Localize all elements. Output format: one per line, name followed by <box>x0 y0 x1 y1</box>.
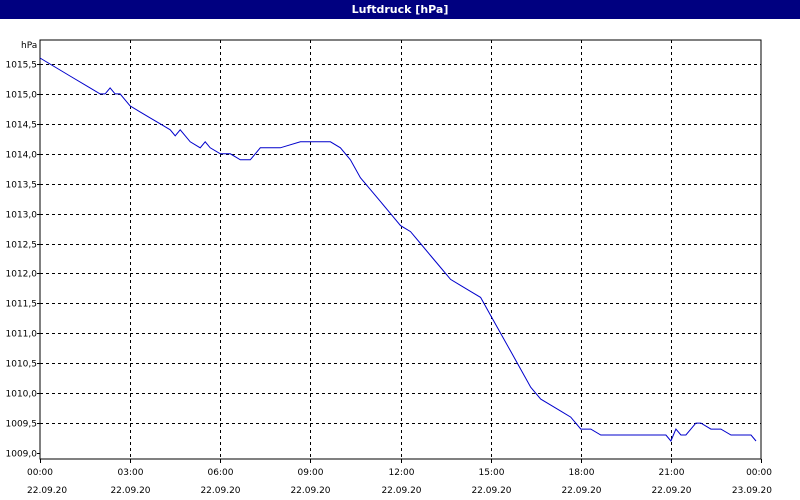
plot-area <box>39 39 762 460</box>
y-tick-label: 1015,0 <box>6 91 38 101</box>
y-tick-label: 1015,5 <box>6 61 38 71</box>
y-tick-label: 1013,0 <box>6 211 38 221</box>
x-tick-date-label: 22.09.20 <box>27 486 67 496</box>
x-tick-date-label: 22.09.20 <box>110 486 150 496</box>
x-tick-date-label: 22.09.20 <box>200 486 240 496</box>
y-tick-label: 1011,0 <box>6 330 38 340</box>
y-tick-label: 1012,0 <box>6 270 38 280</box>
x-tick-date-label: 23.09.20 <box>732 486 772 496</box>
x-tick-date-label: 22.09.20 <box>290 486 330 496</box>
x-tick-date-label: 22.09.20 <box>381 486 421 496</box>
y-tick-label: 1009,0 <box>6 450 38 460</box>
grid-lines <box>40 40 761 459</box>
y-tick-label: 1012,5 <box>6 241 38 251</box>
x-tick-time-label: 06:00 <box>208 468 234 478</box>
x-tick-date-label: 22.09.20 <box>651 486 691 496</box>
x-tick-time-label: 18:00 <box>569 468 595 478</box>
y-tick-label: 1010,0 <box>6 390 38 400</box>
y-axis-ticks: 1009,0 1009,5 1010,0 1010,5 1011,0 1011,5 1012… <box>6 61 40 460</box>
y-tick-label: 1014,5 <box>6 121 38 131</box>
x-tick-date-label: 22.09.20 <box>561 486 601 496</box>
chart-title: Luftdruck [hPa] <box>351 3 449 16</box>
x-tick-time-label: 12:00 <box>389 468 415 478</box>
y-tick-label: 1013,5 <box>6 181 38 191</box>
y-tick-label: 1014,0 <box>6 151 38 161</box>
x-tick-time-label: 21:00 <box>659 468 685 478</box>
chart-title-bar: Luftdruck [hPa] <box>0 0 800 19</box>
y-tick-label: 1011,5 <box>6 300 38 310</box>
chart-plot: 1009,0 1009,5 1010,0 1010,5 1011,0 1011,5 1012… <box>6 39 772 496</box>
x-tick-time-label: 09:00 <box>298 468 324 478</box>
series-line-luftdruck <box>39 57 757 442</box>
y-tick-label: 1010,5 <box>6 360 38 370</box>
y-tick-label: 1009,5 <box>6 420 38 430</box>
x-tick-date-label: 22.09.20 <box>471 486 511 496</box>
x-tick-time-label: 15:00 <box>479 468 505 478</box>
x-tick-time-label: 00:00 <box>27 468 53 478</box>
x-tick-time-label: 00:00 <box>746 468 772 478</box>
x-tick-time-label: 03:00 <box>118 468 144 478</box>
y-axis-unit-label: hPa <box>21 41 37 51</box>
x-axis-ticks: 00:00 22.09.20 03:00 22.09.20 06:00 22.09.20 0… <box>27 459 772 496</box>
